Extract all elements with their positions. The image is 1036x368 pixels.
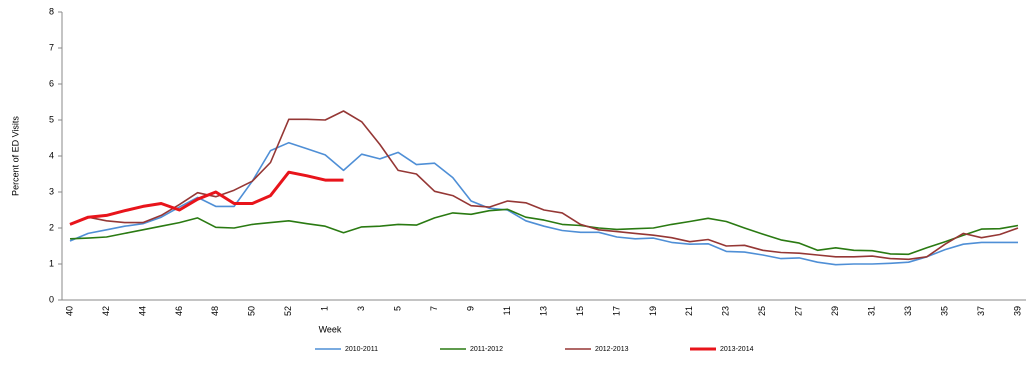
x-tick-label: 27 (794, 306, 804, 316)
series-line (69, 141, 1018, 266)
x-tick-label: 11 (502, 306, 512, 315)
x-tick-label: 31 (867, 306, 877, 316)
x-tick-label: 46 (174, 306, 184, 316)
x-tick-label: 35 (939, 306, 949, 316)
x-tick-label: 15 (575, 306, 585, 316)
x-tick-label: 9 (465, 306, 475, 311)
x-axis-label: Week (319, 324, 342, 334)
x-tick-label: 42 (101, 306, 111, 316)
x-tick-label: 52 (283, 306, 293, 316)
x-tick-label: 37 (976, 306, 986, 316)
legend-label: 2013-2014 (720, 346, 754, 353)
y-tick-label: 2 (49, 222, 54, 232)
legend-label: 2010-2011 (345, 346, 378, 353)
x-tick-label: 50 (247, 306, 257, 316)
x-tick-label: 40 (64, 306, 74, 316)
x-tick-label: 23 (721, 306, 731, 316)
x-tick-label: 21 (684, 306, 694, 316)
y-axis-label: Percent of ED Visits (10, 116, 20, 196)
x-tick-label: 33 (903, 306, 913, 316)
x-tick-label: 7 (429, 306, 439, 311)
x-tick-label: 44 (137, 306, 147, 316)
x-tick-label: 19 (648, 306, 658, 316)
y-tick-label: 6 (49, 78, 54, 88)
x-tick-label: 3 (356, 306, 366, 311)
y-tick-label: 0 (49, 294, 54, 304)
y-tick-label: 4 (49, 150, 54, 160)
y-tick-label: 1 (49, 258, 54, 268)
series-line (69, 170, 344, 226)
x-tick-label: 25 (757, 306, 767, 316)
x-tick-label: 17 (611, 306, 621, 316)
y-tick-label: 5 (49, 114, 54, 124)
x-tick-label: 1 (320, 306, 330, 311)
x-tick-label: 39 (1012, 306, 1022, 316)
series-line (69, 208, 1019, 256)
y-tick-label: 8 (49, 6, 54, 16)
x-tick-label: 48 (210, 306, 220, 316)
x-tick-label: 13 (538, 306, 548, 316)
legend-label: 2011-2012 (470, 346, 503, 353)
y-tick-label: 3 (49, 186, 54, 196)
series-line (69, 110, 1019, 261)
x-tick-label: 29 (830, 306, 840, 316)
y-tick-label: 7 (49, 42, 54, 52)
x-tick-label: 5 (393, 306, 403, 311)
legend-label: 2012-2013 (595, 346, 629, 353)
